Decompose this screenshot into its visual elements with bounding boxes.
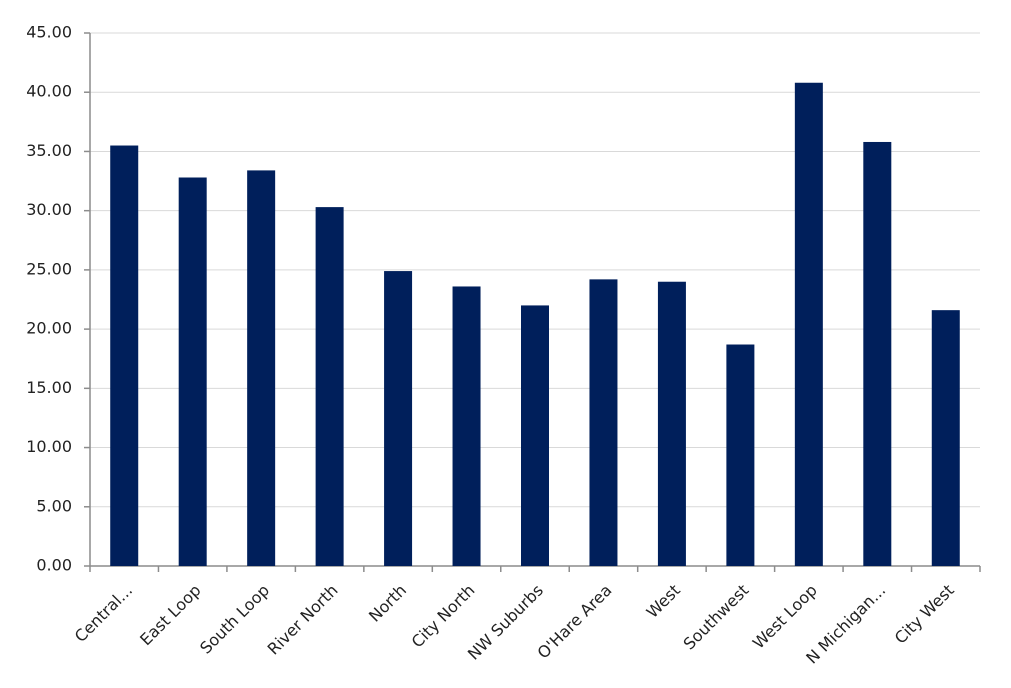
bar [247, 170, 276, 566]
bar [110, 145, 139, 566]
x-tick-label: East Loop [136, 581, 205, 650]
y-tick-label: 0.00 [36, 556, 72, 575]
bar [384, 271, 413, 566]
y-tick-label: 25.00 [26, 259, 72, 278]
x-tick-label: Southwest [680, 581, 753, 654]
y-tick-label: 10.00 [26, 437, 72, 456]
y-tick-label: 5.00 [36, 496, 72, 515]
y-tick-label: 45.00 [26, 23, 72, 42]
bar [315, 207, 344, 566]
y-tick-label: 35.00 [26, 141, 72, 160]
x-tick-label: West [643, 581, 684, 622]
x-tick-label: River North [264, 581, 342, 659]
bar [657, 281, 686, 566]
bar [521, 305, 549, 566]
y-tick-label: 20.00 [26, 319, 72, 338]
x-tick-label: North [365, 581, 410, 626]
x-tick-label: City North [408, 581, 479, 652]
y-tick-label: 15.00 [26, 378, 72, 397]
y-tick-label: 40.00 [26, 82, 72, 101]
bar [726, 344, 755, 566]
x-tick-label: O'Hare Area [534, 581, 616, 663]
y-tick-label: 30.00 [26, 200, 72, 219]
x-tick-label: South Loop [196, 581, 273, 658]
bar [178, 177, 207, 566]
x-tick-label: Central... [71, 581, 136, 646]
x-tick-label: West Loop [749, 581, 821, 653]
bar [452, 286, 481, 566]
bar [794, 82, 823, 566]
x-tick-label: City West [891, 581, 958, 648]
bar [589, 279, 618, 566]
bar [863, 141, 892, 567]
bar [931, 310, 960, 566]
